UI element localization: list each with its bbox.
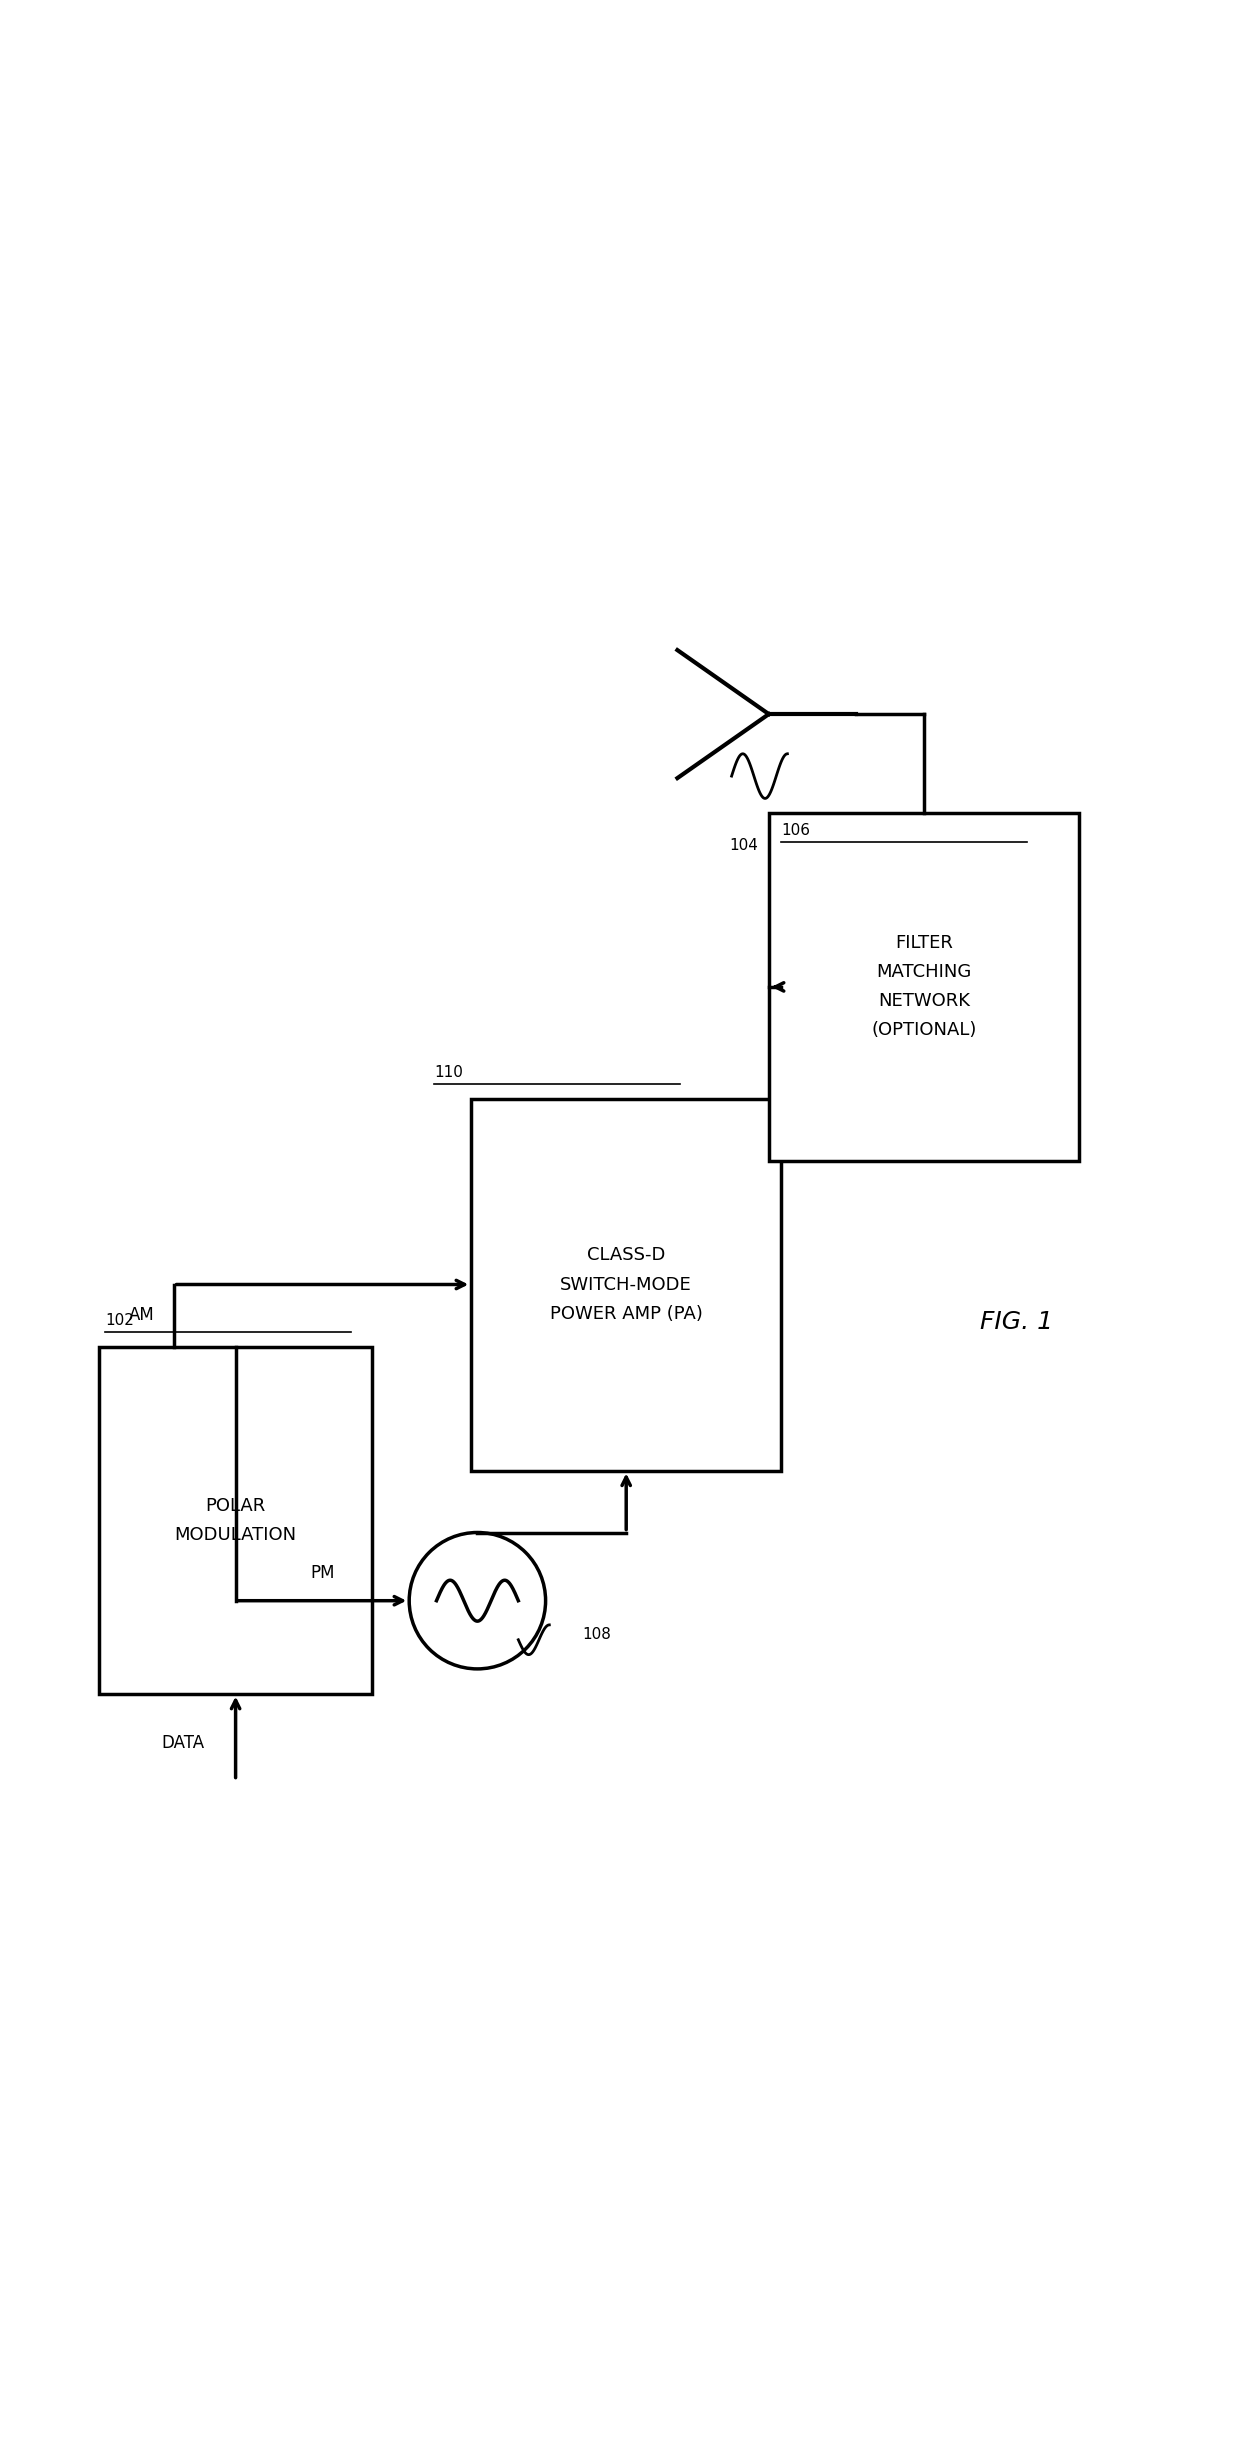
Text: FILTER: FILTER	[895, 934, 952, 954]
Text: SWITCH-MODE: SWITCH-MODE	[560, 1276, 692, 1293]
Text: MODULATION: MODULATION	[175, 1526, 296, 1543]
Text: POWER AMP (PA): POWER AMP (PA)	[549, 1306, 703, 1323]
Bar	[769, 814, 1079, 1161]
Text: 104: 104	[729, 839, 759, 853]
Circle shape	[409, 1533, 546, 1670]
Text: MATCHING: MATCHING	[877, 963, 971, 980]
Text: CLASS-D: CLASS-D	[587, 1247, 666, 1264]
Bar	[99, 1347, 372, 1694]
Bar	[471, 1098, 781, 1469]
Text: DATA: DATA	[161, 1734, 205, 1753]
Text: 110: 110	[434, 1066, 463, 1081]
Text: NETWORK: NETWORK	[878, 993, 970, 1010]
Text: FIG. 1: FIG. 1	[981, 1311, 1053, 1333]
Text: 108: 108	[583, 1628, 611, 1643]
Text: 106: 106	[781, 824, 810, 839]
Text: 102: 102	[105, 1313, 134, 1328]
Text: POLAR: POLAR	[206, 1496, 265, 1513]
Text: AM: AM	[129, 1306, 155, 1325]
Text: (OPTIONAL): (OPTIONAL)	[872, 1022, 976, 1039]
Text: PM: PM	[310, 1565, 335, 1582]
